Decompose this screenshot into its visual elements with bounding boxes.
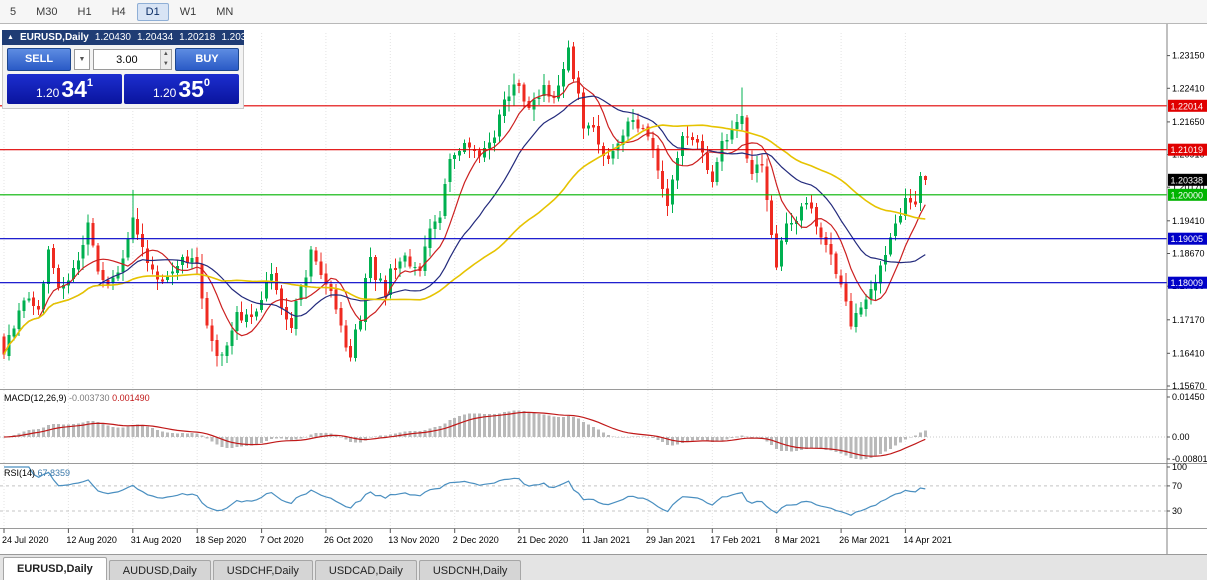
svg-text:13 Nov 2020: 13 Nov 2020 — [388, 535, 439, 545]
one-click-trading-panel: ▲ EURUSD,Daily 1.20430 1.20434 1.20218 1… — [2, 30, 257, 109]
lots-spin-down-icon[interactable]: ▼ — [160, 59, 171, 69]
buy-price-box[interactable]: 1.20 35 0 — [124, 74, 239, 104]
price-badge-1.18009: 1.18009 — [1168, 276, 1207, 289]
macd-signal-line — [3, 411, 926, 457]
rsi-label: RSI(14) 67.8359 — [4, 468, 70, 478]
timeframe-w1-button[interactable]: W1 — [179, 5, 197, 18]
svg-text:1.22014: 1.22014 — [1171, 101, 1204, 111]
trade-panel-body: SELL ▼ ▲ ▼ BUY 1.20 34 1 1.2 — [2, 45, 244, 109]
svg-text:14 Apr 2021: 14 Apr 2021 — [903, 535, 952, 545]
svg-text:1.15670: 1.15670 — [1172, 381, 1205, 391]
timeframe-h1-button[interactable]: H1 — [77, 5, 92, 18]
buy-price-prefix: 1.20 — [152, 86, 177, 100]
svg-text:26 Oct 2020: 26 Oct 2020 — [324, 535, 373, 545]
svg-text:1.20170: 1.20170 — [1172, 182, 1205, 192]
lots-spin-up-icon[interactable]: ▲ — [160, 50, 171, 60]
timeframe-h4-button[interactable]: H4 — [111, 5, 126, 18]
lots-dropdown-icon[interactable]: ▼ — [74, 49, 90, 70]
buy-price-big: 35 — [178, 76, 204, 102]
lots-field-wrap: ▲ ▼ — [93, 49, 172, 70]
ohlc-open: 1.20430 — [94, 32, 131, 43]
collapse-icon[interactable]: ▲ — [7, 34, 14, 41]
timeframe-m5-button[interactable]: 5 — [10, 5, 17, 18]
svg-text:1.20000: 1.20000 — [1171, 190, 1204, 200]
chart-title-bar: ▲ EURUSD,Daily 1.20430 1.20434 1.20218 1… — [2, 30, 257, 45]
rsi-line — [4, 466, 926, 516]
buy-button[interactable]: BUY — [175, 48, 239, 71]
symbol-tabbar: EURUSD,Daily AUDUSD,Daily USDCHF,Daily U… — [0, 554, 1207, 580]
svg-text:31 Aug 2020: 31 Aug 2020 — [131, 535, 182, 545]
svg-text:0.01450: 0.01450 — [1172, 392, 1205, 402]
ma-line-8 — [3, 81, 926, 355]
svg-text:2 Dec 2020: 2 Dec 2020 — [453, 535, 499, 545]
date-axis: 24 Jul 2020 12 Aug 2020 31 Aug 2020 18 Sep … — [2, 528, 952, 545]
sell-price-sup: 1 — [86, 77, 94, 89]
sell-price-big: 34 — [61, 76, 87, 102]
price-badge-1.20000: 1.20000 — [1168, 188, 1207, 201]
svg-text:1.19005: 1.19005 — [1171, 234, 1204, 244]
current-price-badge: 1.20338 — [1168, 173, 1207, 186]
svg-text:1.18670: 1.18670 — [1172, 249, 1205, 259]
tab-eurusd-daily[interactable]: EURUSD,Daily — [3, 557, 107, 580]
ma-line-20 — [3, 95, 926, 355]
svg-text:29 Jan 2021: 29 Jan 2021 — [646, 535, 696, 545]
lots-input[interactable] — [94, 50, 160, 69]
svg-text:100: 100 — [1172, 462, 1187, 472]
macd-histogram — [2, 410, 927, 460]
svg-text:1.21019: 1.21019 — [1171, 145, 1204, 155]
svg-text:1.22410: 1.22410 — [1172, 83, 1205, 93]
price-chart[interactable]: MACD(12,26,9) -0.003730 0.001490 RSI(14) … — [0, 24, 1207, 554]
tab-usdchf-daily[interactable]: USDCHF,Daily — [212, 560, 313, 580]
svg-text:-0.00801: -0.00801 — [1172, 454, 1207, 464]
chart-symbol-label: EURUSD,Daily — [19, 32, 89, 43]
svg-text:7 Oct 2020: 7 Oct 2020 — [260, 535, 304, 545]
timeframe-toolbar: 5 M30 H1 H4 D1 W1 MN — [0, 0, 1207, 24]
svg-text:70: 70 — [1172, 481, 1182, 491]
svg-text:8 Mar 2021: 8 Mar 2021 — [775, 535, 821, 545]
svg-text:21 Dec 2020: 21 Dec 2020 — [517, 535, 568, 545]
price-badge-1.19005: 1.19005 — [1168, 232, 1207, 245]
svg-text:26 Mar 2021: 26 Mar 2021 — [839, 535, 890, 545]
svg-text:1.23150: 1.23150 — [1172, 51, 1205, 61]
svg-text:18 Sep 2020: 18 Sep 2020 — [195, 535, 246, 545]
tab-usdcnh-daily[interactable]: USDCNH,Daily — [418, 560, 522, 580]
svg-text:12 Aug 2020: 12 Aug 2020 — [66, 535, 117, 545]
buy-price-sup: 0 — [203, 77, 211, 89]
ohlc-close: 1.20338 — [221, 32, 258, 43]
svg-text:0.00: 0.00 — [1172, 432, 1190, 442]
svg-text:1.17170: 1.17170 — [1172, 315, 1205, 325]
lots-stepper: ▲ ▼ — [159, 50, 171, 69]
svg-text:1.20338: 1.20338 — [1171, 175, 1204, 185]
macd-label: MACD(12,26,9) -0.003730 0.001490 — [4, 393, 150, 403]
ma-line-45 — [3, 124, 926, 355]
sell-price-prefix: 1.20 — [35, 86, 60, 100]
timeframe-m30-button[interactable]: M30 — [36, 5, 58, 18]
ohlc-high: 1.20434 — [137, 32, 174, 43]
tab-audusd-daily[interactable]: AUDUSD,Daily — [108, 560, 211, 580]
timeframe-mn-button[interactable]: MN — [216, 5, 234, 18]
tab-usdcad-daily[interactable]: USDCAD,Daily — [314, 560, 417, 580]
svg-text:17 Feb 2021: 17 Feb 2021 — [710, 535, 761, 545]
sell-button[interactable]: SELL — [7, 48, 71, 71]
price-badge-1.22014: 1.22014 — [1168, 99, 1207, 112]
svg-text:30: 30 — [1172, 506, 1182, 516]
svg-text:24 Jul 2020: 24 Jul 2020 — [2, 535, 49, 545]
chart-window: MACD(12,26,9) -0.003730 0.001490 RSI(14) … — [0, 24, 1207, 554]
svg-text:1.19410: 1.19410 — [1172, 216, 1205, 226]
svg-text:1.21650: 1.21650 — [1172, 117, 1205, 127]
timeframe-d1-button[interactable]: D1 — [136, 2, 169, 21]
svg-text:11 Jan 2021: 11 Jan 2021 — [582, 535, 631, 545]
svg-text:1.18009: 1.18009 — [1171, 278, 1204, 288]
price-badge-1.21019: 1.21019 — [1168, 143, 1207, 156]
ohlc-low: 1.20218 — [179, 32, 216, 43]
sell-price-box[interactable]: 1.20 34 1 — [7, 74, 122, 104]
svg-text:1.16410: 1.16410 — [1172, 348, 1205, 358]
